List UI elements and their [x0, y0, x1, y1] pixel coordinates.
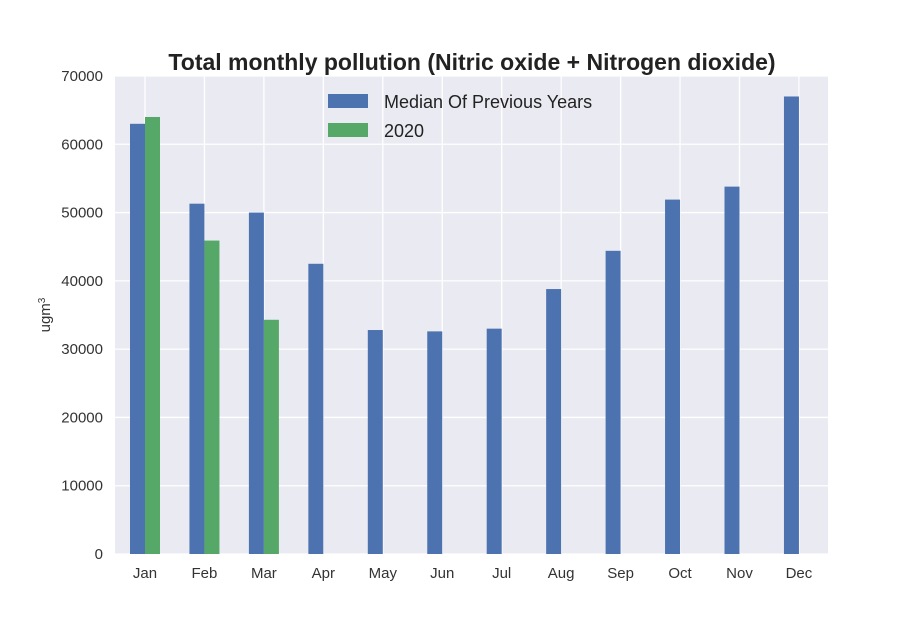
- bar-median-may: [367, 330, 383, 554]
- legend-swatch-median: [328, 94, 368, 108]
- y-tick-labels: 0 10000 20000 30000 40000 50000 60000 70000: [61, 68, 103, 563]
- bar-median-feb: [189, 203, 205, 555]
- bar-2020-jan: [145, 116, 160, 554]
- legend-label-2020: 2020: [384, 121, 424, 141]
- legend-label-median: Median Of Previous Years: [384, 92, 592, 112]
- x-tick-label-dec: Dec: [786, 565, 813, 582]
- y-tick-label: 50000: [61, 205, 103, 222]
- x-tick-label-aug: Aug: [548, 565, 575, 582]
- y-tick-label: 10000: [61, 478, 103, 495]
- y-axis-label: ugm3: [37, 297, 55, 332]
- bar-median-dec: [783, 96, 799, 554]
- plot-area: [115, 76, 828, 554]
- bar-median-oct: [665, 199, 681, 554]
- x-tick-label-feb: Feb: [192, 565, 218, 582]
- y-tick-label: 60000: [61, 136, 103, 153]
- y-tick-label: 0: [95, 546, 103, 563]
- y-tick-label: 20000: [61, 409, 103, 426]
- bars: [130, 96, 799, 555]
- y-axis-label-text: ugm: [37, 303, 54, 332]
- bar-median-aug: [546, 289, 562, 554]
- y-axis-label-superscript: 3: [37, 297, 48, 303]
- bar-median-jul: [486, 328, 502, 554]
- x-tick-label-jun: Jun: [430, 565, 454, 582]
- x-tick-label-sep: Sep: [607, 565, 634, 582]
- x-tick-labels: Jan Feb Mar Apr May Jun Jul Aug Sep Oct Nov Dec: [133, 565, 813, 582]
- x-tick-label-jul: Jul: [492, 565, 511, 582]
- x-tick-label-nov: Nov: [726, 565, 753, 582]
- bar-2020-feb: [204, 240, 220, 554]
- bar-median-nov: [724, 186, 740, 554]
- bar-median-jun: [427, 331, 443, 554]
- bar-median-sep: [605, 250, 621, 554]
- legend: Median Of Previous Years 2020: [328, 92, 592, 141]
- x-tick-label-mar: Mar: [251, 565, 277, 582]
- chart-title: Total monthly pollution (Nitric oxide + …: [168, 49, 775, 75]
- bar-median-jan: [130, 123, 145, 555]
- bar-2020-mar: [263, 319, 279, 554]
- y-tick-label: 40000: [61, 273, 103, 290]
- bar-median-mar: [248, 212, 264, 555]
- x-tick-label-jan: Jan: [133, 565, 157, 582]
- y-tick-label: 70000: [61, 68, 103, 85]
- x-tick-label-may: May: [369, 565, 398, 582]
- x-tick-label-oct: Oct: [668, 565, 692, 582]
- bar-median-apr: [308, 263, 324, 554]
- y-tick-label: 30000: [61, 341, 103, 358]
- legend-swatch-2020: [328, 123, 368, 137]
- x-tick-label-apr: Apr: [312, 565, 335, 582]
